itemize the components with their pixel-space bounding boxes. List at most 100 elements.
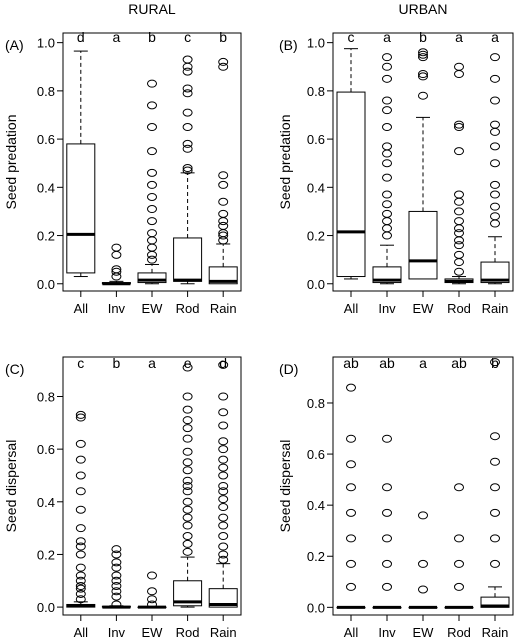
outlier-point xyxy=(382,123,392,132)
outlier-point xyxy=(111,558,122,567)
x-tick-label: Rain xyxy=(482,625,509,640)
outlier-point xyxy=(218,197,229,206)
outlier-point xyxy=(147,180,157,189)
outlier-point xyxy=(147,595,157,604)
x-tick-label: All xyxy=(344,301,359,316)
outlier-point xyxy=(454,534,464,543)
outlier-point xyxy=(218,495,229,504)
outlier-point xyxy=(490,457,500,466)
outlier-point xyxy=(218,513,229,522)
outlier-point xyxy=(454,250,464,259)
chart-panel-1: RURAL (A) Seed predation 0.0 0.2 0.4 0.6 0.8 1.0… xyxy=(3,1,242,316)
outlier-point xyxy=(346,434,356,443)
outlier-point xyxy=(382,582,392,591)
outlier-point xyxy=(218,217,229,226)
outlier-point xyxy=(454,582,464,591)
outlier-point xyxy=(382,217,392,226)
panel-label: (B) xyxy=(279,37,298,53)
x-tick-label: Inv xyxy=(378,301,396,316)
outlier-point xyxy=(346,460,356,469)
y-tick-label: 0.4 xyxy=(307,498,325,513)
box-body xyxy=(208,588,238,608)
outlier-point xyxy=(382,559,392,568)
y-tick-label: 0.8 xyxy=(37,389,55,404)
y-tick-label: 0.4 xyxy=(307,180,325,195)
outlier-point xyxy=(147,101,157,110)
outlier-point xyxy=(490,508,500,517)
outlier-point xyxy=(75,487,86,496)
outlier-point xyxy=(147,243,157,252)
box-body xyxy=(480,261,510,284)
plot-frame xyxy=(332,356,514,616)
y-tick-label: 0.2 xyxy=(37,229,55,244)
outlier-point xyxy=(490,483,500,492)
outlier-point xyxy=(111,582,122,591)
panel-label: (D) xyxy=(279,361,298,377)
outlier-point xyxy=(454,229,464,238)
outlier-point xyxy=(490,159,500,168)
outlier-point xyxy=(182,164,193,173)
y-tick-label: 0.4 xyxy=(37,495,55,510)
outlier-point xyxy=(454,147,464,156)
x-tick-label: Rain xyxy=(210,301,237,316)
outlier-point xyxy=(490,190,500,199)
significance-letter: b xyxy=(219,29,227,45)
y-axis-label: Seed dispersal xyxy=(277,440,293,533)
box-rain xyxy=(208,57,238,285)
outlier-point xyxy=(490,219,500,228)
outlier-point xyxy=(382,483,392,492)
outlier-point xyxy=(182,392,193,401)
outlier-point xyxy=(182,458,193,467)
outlier-point xyxy=(182,144,193,153)
x-tick-label: Rod xyxy=(176,625,200,640)
box-inv xyxy=(372,434,402,609)
outlier-point xyxy=(218,550,229,559)
x-tick-label: All xyxy=(74,301,89,316)
y-tick-label: 0.6 xyxy=(307,132,325,147)
y-tick-label: 0.6 xyxy=(37,132,55,147)
box-body xyxy=(137,272,167,284)
outlier-point xyxy=(218,482,229,490)
chart-panel-2: URBAN (B) Seed predation 0.0 0.2 0.4 0.6 0.8 1.0… xyxy=(277,1,514,316)
outlier-point xyxy=(382,231,392,240)
box-rod xyxy=(444,483,474,609)
box-all xyxy=(336,48,366,280)
outlier-point xyxy=(490,534,500,543)
outlier-point xyxy=(75,582,86,591)
outlier-point xyxy=(218,62,229,71)
y-tick-label: 0.6 xyxy=(307,447,325,462)
outlier-point xyxy=(147,79,157,88)
outlier-point xyxy=(418,91,428,100)
box-body xyxy=(66,143,96,274)
x-tick-label: Rod xyxy=(176,301,200,316)
significance-letter: b xyxy=(113,355,121,371)
y-axis-label: Seed predation xyxy=(3,115,19,210)
chart-panel-3: (C) Seed dispersal 0.0 0.2 0.4 0.6 0.8 All c Inv b… xyxy=(3,355,242,640)
y-tick-label: 0.8 xyxy=(307,84,325,99)
outlier-point xyxy=(218,231,229,240)
outlier-point xyxy=(75,413,86,422)
outlier-point xyxy=(218,532,229,541)
outlier-point xyxy=(454,190,464,199)
box-inv xyxy=(101,243,131,286)
outlier-point xyxy=(382,434,392,443)
significance-letter: b xyxy=(491,355,499,371)
outlier-point xyxy=(147,229,157,238)
outlier-point xyxy=(218,463,229,472)
outlier-point xyxy=(454,69,464,78)
outlier-point xyxy=(346,582,356,591)
outlier-point xyxy=(75,589,86,598)
outlier-point xyxy=(454,224,464,233)
outlier-point xyxy=(218,503,229,512)
outlier-point xyxy=(218,487,229,496)
box-ew xyxy=(408,48,438,280)
outlier-point xyxy=(490,212,500,221)
significance-letter: a xyxy=(383,29,391,45)
outlier-point xyxy=(418,69,428,78)
outlier-point xyxy=(454,267,464,276)
outlier-point xyxy=(490,53,500,62)
outlier-point xyxy=(182,123,193,132)
outlier-point xyxy=(346,383,356,392)
outlier-point xyxy=(75,537,86,546)
